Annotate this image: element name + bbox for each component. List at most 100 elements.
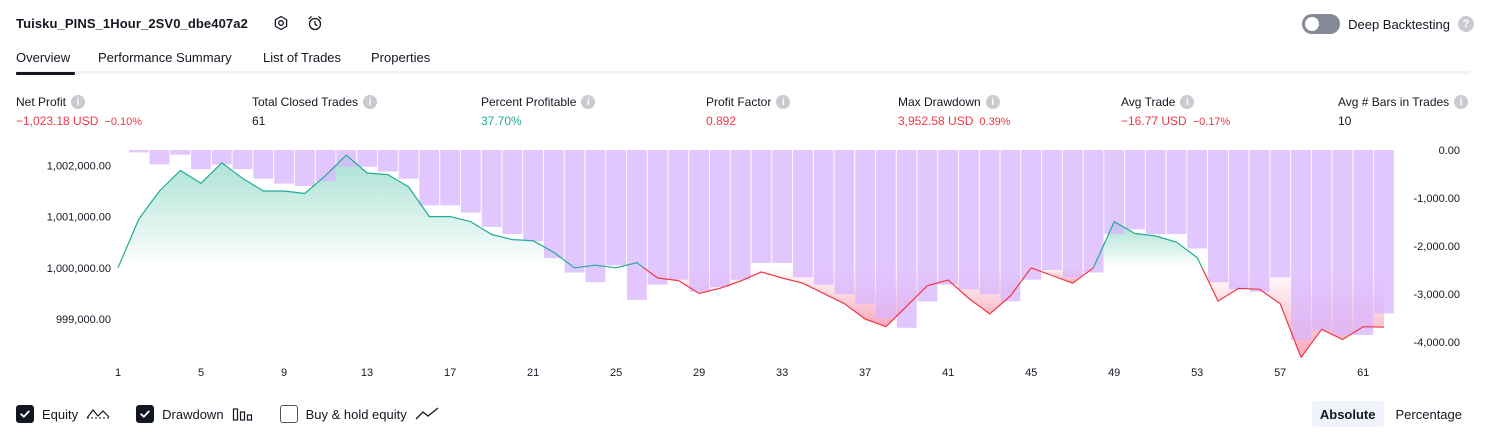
- drawdown-bar: [336, 150, 357, 167]
- percentage-button[interactable]: Percentage: [1395, 406, 1463, 422]
- metric-label: Avg Trade: [1121, 95, 1176, 109]
- trade-tick-label: 21: [527, 367, 539, 379]
- tab-performance-summary[interactable]: Performance Summary: [98, 50, 232, 65]
- trade-tick-label: 9: [281, 367, 287, 379]
- drawdown-bar: [710, 150, 730, 287]
- drawdown-bar: [959, 150, 979, 290]
- drawdown-tick-label: -2,000.00: [1414, 241, 1460, 253]
- trade-tick-label: 17: [444, 367, 456, 379]
- trade-tick-label: 61: [1357, 367, 1369, 379]
- info-icon[interactable]: i: [1180, 95, 1195, 109]
- info-icon[interactable]: i: [1454, 95, 1469, 109]
- equity-lines: [117, 154, 1385, 358]
- trade-tick-label: 37: [859, 367, 871, 379]
- drawdown-bar: [751, 150, 772, 263]
- legend-label: Drawdown: [162, 406, 224, 422]
- tab-properties[interactable]: Properties: [371, 50, 431, 65]
- drawdown-bar: [419, 150, 440, 206]
- trade-tick-label: 33: [776, 367, 788, 379]
- drawdown-bar: [730, 150, 751, 280]
- equity-tick-label: 1,001,000.00: [47, 212, 111, 224]
- metric-label: Max Drawdown: [898, 95, 981, 109]
- drawdown-bar: [1062, 150, 1083, 278]
- drawdown-axis: 0.00 -1,000.00 -2,000.00 -3,000.00 -4,000.00: [1414, 145, 1460, 349]
- settings-gear-icon[interactable]: [271, 13, 291, 33]
- drawdown-bar: [793, 150, 813, 278]
- equity-line-loss: [643, 267, 1032, 328]
- drawdown-bar: [1270, 150, 1291, 278]
- info-icon[interactable]: i: [71, 95, 86, 109]
- chart-legend: Equity Drawdown Buy & hold equity: [16, 404, 465, 424]
- drawdown-bar: [1291, 150, 1311, 340]
- buy-hold-checkbox[interactable]: [279, 405, 298, 423]
- drawdown-bar: [1042, 150, 1062, 271]
- metric-total-closed-trades: Total Closed Trades i 61: [252, 94, 378, 128]
- trade-tick-label: 5: [198, 367, 204, 379]
- drawdown-bars: [128, 150, 1394, 340]
- trade-tick-label: 53: [1191, 367, 1203, 379]
- drawdown-bar: [315, 150, 336, 182]
- metric-value: 10: [1338, 114, 1352, 128]
- drawdown-bar: [627, 150, 647, 300]
- equity-tick-label: 1,000,000.00: [47, 263, 111, 275]
- drawdown-bar: [834, 150, 855, 295]
- drawdown-checkbox[interactable]: [136, 405, 155, 423]
- info-icon[interactable]: i: [363, 95, 378, 109]
- trade-tick-label: 45: [1025, 367, 1037, 379]
- active-tab-indicator: [16, 72, 75, 75]
- drawdown-bar: [253, 150, 274, 179]
- drawdown-bar: [232, 150, 253, 170]
- trade-tick-label: 41: [942, 367, 954, 379]
- equity-tick-label: 999,000.00: [56, 314, 111, 326]
- drawdown-bar: [1353, 150, 1374, 335]
- scale-toggle: Absolute Percentage: [1311, 401, 1470, 427]
- info-icon[interactable]: i: [776, 95, 791, 109]
- trade-tick-label: 13: [361, 367, 373, 379]
- deep-backtesting-toggle[interactable]: [1302, 14, 1341, 34]
- drawdown-bar: [1021, 150, 1042, 280]
- drawdown-bar: [1249, 150, 1270, 292]
- drawdown-bar: [938, 150, 959, 285]
- equity-drawdown-chart[interactable]: 1,002,000.00 1,001,000.00 1,000,000.00 999,…: [0, 140, 1486, 396]
- trade-tick-label: 1: [115, 367, 121, 379]
- add-alert-icon[interactable]: [305, 13, 325, 33]
- drawdown-bar: [1000, 150, 1021, 302]
- drawdown-bar: [917, 150, 938, 302]
- legend-label: Buy & hold equity: [305, 406, 407, 422]
- trade-tick-label: 57: [1274, 367, 1286, 379]
- drawdown-tick-label: -1,000.00: [1414, 193, 1460, 205]
- drawdown-bar: [523, 150, 543, 242]
- trade-tick-label: 25: [610, 367, 622, 379]
- drawdown-bar: [377, 150, 398, 172]
- drawdown-bar: [149, 150, 170, 165]
- equity-axis: 1,002,000.00 1,001,000.00 1,000,000.00 999,…: [47, 160, 111, 326]
- drawdown-bar: [689, 150, 709, 292]
- equity-checkbox[interactable]: [16, 405, 34, 423]
- metric-value: 61: [252, 114, 266, 128]
- absolute-button[interactable]: Absolute: [1311, 401, 1384, 427]
- drawdown-bar: [855, 150, 876, 304]
- help-icon[interactable]: ?: [1458, 16, 1474, 32]
- metric-net-profit: Net Profit i −1,023.18 USD −0.10%: [16, 94, 142, 128]
- info-icon[interactable]: i: [581, 95, 596, 109]
- drawdown-bars-icon: [232, 408, 252, 421]
- legend-equity[interactable]: Equity: [16, 405, 110, 423]
- deep-backtesting-control: Deep Backtesting ?: [1302, 14, 1474, 34]
- drawdown-bar: [460, 150, 481, 213]
- drawdown-bar: [211, 150, 232, 165]
- info-icon[interactable]: i: [985, 95, 1000, 109]
- metric-max-drawdown: Max Drawdown i 3,952.58 USD 0.39%: [898, 94, 1011, 128]
- metric-label: Percent Profitable: [481, 95, 577, 109]
- drawdown-bar: [585, 150, 606, 283]
- drawdown-bar: [1125, 150, 1145, 230]
- metric-label: Profit Factor: [706, 95, 772, 109]
- legend-buy-hold-equity[interactable]: Buy & hold equity: [279, 405, 439, 423]
- tab-list-of-trades[interactable]: List of Trades: [263, 50, 342, 65]
- drawdown-bar: [1208, 150, 1228, 283]
- legend-label: Equity: [42, 406, 79, 422]
- tab-overview[interactable]: Overview: [16, 50, 71, 65]
- equity-line-profit: [1092, 221, 1203, 269]
- legend-drawdown[interactable]: Drawdown: [136, 405, 253, 423]
- toggle-knob: [1305, 17, 1320, 31]
- metric-value: 37.70%: [481, 114, 522, 128]
